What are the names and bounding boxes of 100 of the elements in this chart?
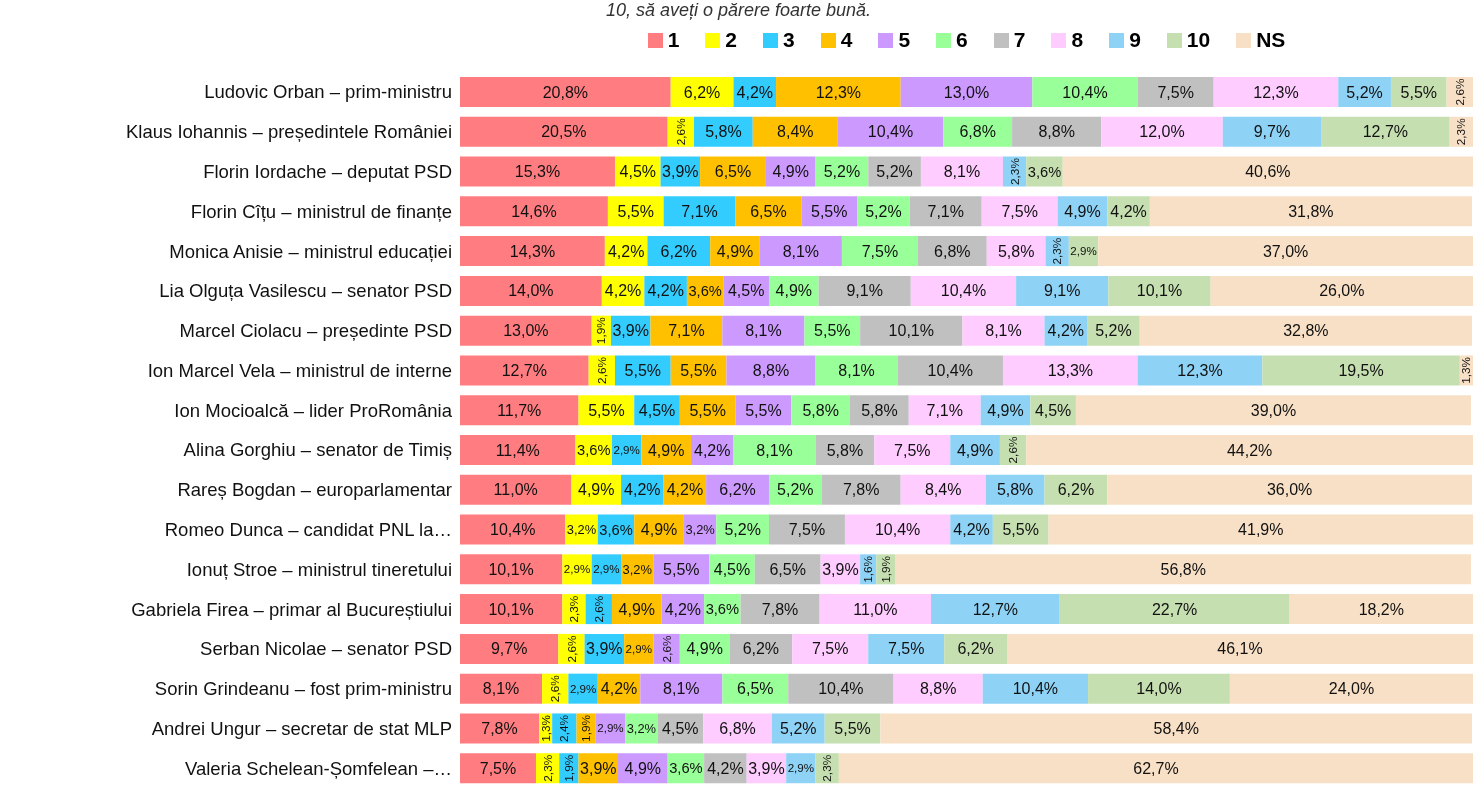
data-label: 3,9% bbox=[662, 163, 699, 181]
data-label: 5,8% bbox=[826, 441, 864, 459]
bar bbox=[460, 275, 602, 306]
data-label: 4,2% bbox=[694, 441, 731, 459]
data-label: 8,1% bbox=[756, 441, 793, 459]
data-label: 8,4% bbox=[777, 123, 814, 141]
data-label: 5,5% bbox=[834, 720, 871, 738]
data-label: 20,5% bbox=[541, 123, 587, 141]
data-label: 8,8% bbox=[1038, 123, 1075, 141]
data-label: 9,7% bbox=[1253, 123, 1291, 141]
data-label: 4,9% bbox=[686, 640, 723, 658]
data-label: 7,5% bbox=[1001, 202, 1038, 220]
data-label: 10,1% bbox=[888, 322, 934, 340]
data-label: 2,9% bbox=[1070, 245, 1097, 258]
data-label: 5,8% bbox=[996, 481, 1034, 499]
data-label: 10,4% bbox=[874, 521, 921, 539]
bar bbox=[460, 116, 668, 147]
data-label: 7,5% bbox=[861, 242, 899, 260]
bar bbox=[740, 594, 820, 625]
data-label: 18,2% bbox=[1358, 600, 1405, 618]
bar bbox=[1149, 196, 1472, 227]
bar bbox=[962, 315, 1045, 346]
bar bbox=[1107, 474, 1472, 505]
data-label: 37,0% bbox=[1262, 242, 1309, 260]
data-label: 3,6% bbox=[576, 442, 611, 459]
bar bbox=[1016, 275, 1109, 306]
data-label: 6,5% bbox=[737, 680, 774, 698]
data-label: 13,3% bbox=[1047, 362, 1094, 380]
data-label: 4,9% bbox=[647, 441, 685, 459]
data-label: 5,2% bbox=[865, 202, 902, 220]
data-label: 5,2% bbox=[780, 720, 817, 738]
data-label: 4,5% bbox=[619, 163, 657, 181]
y-tick-label: Ion Marcel Vela – ministrul de interne bbox=[147, 359, 452, 381]
bar bbox=[460, 713, 540, 744]
data-label: 5,5% bbox=[588, 401, 625, 419]
bar bbox=[1210, 275, 1473, 306]
data-label: 31,8% bbox=[1288, 202, 1334, 220]
data-label: 2,4% bbox=[557, 714, 572, 742]
bar bbox=[1026, 435, 1473, 465]
bar bbox=[460, 594, 563, 625]
data-label: 2,9% bbox=[593, 563, 620, 576]
bar bbox=[460, 474, 572, 505]
data-label: 7,5% bbox=[894, 441, 931, 459]
data-label: 9,7% bbox=[490, 640, 528, 658]
data-label: 5,2% bbox=[1095, 322, 1132, 340]
data-label: 10,1% bbox=[488, 560, 534, 578]
data-label: 10,4% bbox=[818, 680, 864, 698]
bar bbox=[1222, 116, 1322, 147]
bar bbox=[663, 196, 736, 227]
data-label: 2,9% bbox=[625, 642, 652, 655]
bar bbox=[837, 116, 944, 147]
data-label: 6,8% bbox=[719, 720, 756, 738]
data-label: 5,5% bbox=[1400, 83, 1438, 101]
y-tick-label: Andrei Ungur – secretar de stat MLP bbox=[151, 717, 452, 739]
bar bbox=[726, 355, 816, 386]
data-label: 6,2% bbox=[742, 640, 780, 658]
data-label: 13,0% bbox=[503, 322, 549, 340]
bar bbox=[1139, 315, 1472, 346]
legend-label: 9 bbox=[1129, 28, 1141, 52]
data-label: 6,5% bbox=[769, 560, 806, 578]
data-label: 5,5% bbox=[680, 362, 717, 380]
data-label: 4,2% bbox=[664, 600, 702, 618]
data-label: 5,5% bbox=[814, 322, 851, 340]
bar bbox=[931, 594, 1060, 625]
data-label: 4,2% bbox=[607, 242, 645, 260]
data-label: 7,5% bbox=[812, 640, 849, 658]
y-tick-label: Sorin Grindeanu – fost prim-ministru bbox=[154, 678, 452, 700]
bar bbox=[874, 435, 951, 465]
data-label: 39,0% bbox=[1250, 401, 1297, 419]
bar bbox=[819, 594, 932, 625]
data-label: 3,2% bbox=[626, 720, 657, 736]
bar bbox=[841, 236, 918, 267]
data-label: 2,9% bbox=[613, 444, 640, 457]
data-label: 12,0% bbox=[1139, 123, 1185, 141]
bar bbox=[776, 77, 901, 107]
data-label: 3,6% bbox=[688, 283, 722, 300]
bar bbox=[460, 196, 608, 227]
data-label: 4,9% bbox=[1064, 202, 1101, 220]
y-tick-label: Florin Cîțu – ministrul de finanțe bbox=[190, 200, 452, 222]
bar bbox=[1059, 594, 1290, 625]
data-label: 5,5% bbox=[811, 202, 848, 220]
data-label: 1,3% bbox=[538, 715, 552, 742]
data-label: 7,5% bbox=[1157, 83, 1194, 101]
data-label: 5,2% bbox=[876, 163, 913, 181]
bar bbox=[1048, 514, 1473, 545]
data-label: 10,4% bbox=[867, 123, 914, 141]
bar bbox=[1062, 156, 1473, 187]
bar bbox=[759, 236, 842, 267]
bar bbox=[895, 554, 1471, 585]
data-label: 12,7% bbox=[972, 600, 1019, 618]
data-label: 4,2% bbox=[953, 521, 990, 539]
data-label: 3,6% bbox=[599, 521, 633, 538]
data-label: 12,7% bbox=[1362, 123, 1409, 141]
y-tick-label: Serban Nicolae – senator PSD bbox=[200, 638, 452, 660]
y-tick-label: Valeria Schelean-Șomfelean –… bbox=[184, 757, 452, 779]
bar bbox=[868, 633, 945, 664]
bar bbox=[460, 77, 671, 107]
y-tick-label: Gabriela Firea – primar al Bucureștiului bbox=[131, 598, 452, 620]
data-label: 11,0% bbox=[493, 481, 538, 499]
y-tick-label: Monica Anisie – ministrul educației bbox=[169, 240, 452, 262]
